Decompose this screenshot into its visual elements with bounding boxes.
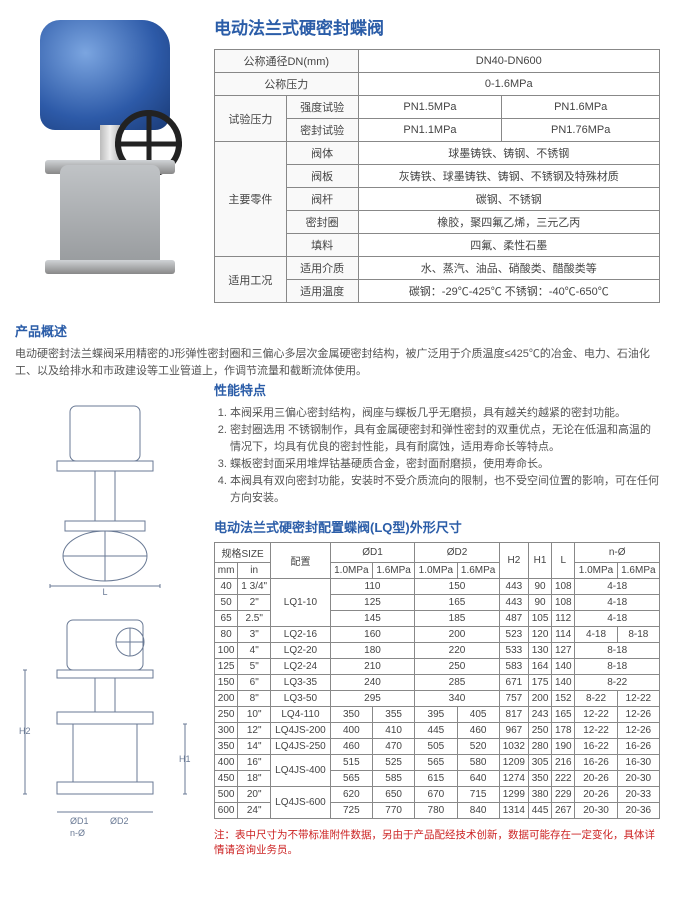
features-list: 本阀采用三偏心密封结构，阀座与蝶板几乎无磨损，具有越关约越紧的密封功能。密封圈选… xyxy=(214,405,660,507)
overview-heading: 产品概述 xyxy=(15,321,660,340)
svg-text:ØD1: ØD1 xyxy=(70,816,89,826)
spec-table: 公称通径DN(mm)DN40-DN600公称压力0-1.6MPa试验压力强度试验… xyxy=(214,49,660,303)
svg-text:n-Ø: n-Ø xyxy=(70,828,85,838)
dim-note: 注：表中尺寸为不带标准附件数据，另由于产品配经技术创新，数据可能存在一定变化，具… xyxy=(214,827,660,857)
svg-text:H2: H2 xyxy=(19,726,31,736)
overview-text: 电动硬密封法兰蝶阀采用精密的J形弹性密封圈和三偏心多层次金属硬密封结构，被广泛用… xyxy=(15,346,660,380)
dim-heading: 电动法兰式硬密封配置蝶阀(LQ型)外形尺寸 xyxy=(214,517,660,536)
dimension-drawing-2: H2 H1 ØD1 ØD2 n-Ø xyxy=(15,612,200,842)
svg-text:L: L xyxy=(102,587,107,596)
dimension-drawing-1: L xyxy=(15,396,200,596)
svg-text:H1: H1 xyxy=(179,754,191,764)
dimensions-table: 规格SIZE配置ØD1ØD2H2H1Ln-Ømmin1.0MPa1.6MPa1.… xyxy=(214,542,660,819)
product-photo xyxy=(15,10,200,285)
svg-text:ØD2: ØD2 xyxy=(110,816,129,826)
page-title: 电动法兰式硬密封蝶阀 xyxy=(214,14,660,39)
features-heading: 性能特点 xyxy=(214,380,660,399)
